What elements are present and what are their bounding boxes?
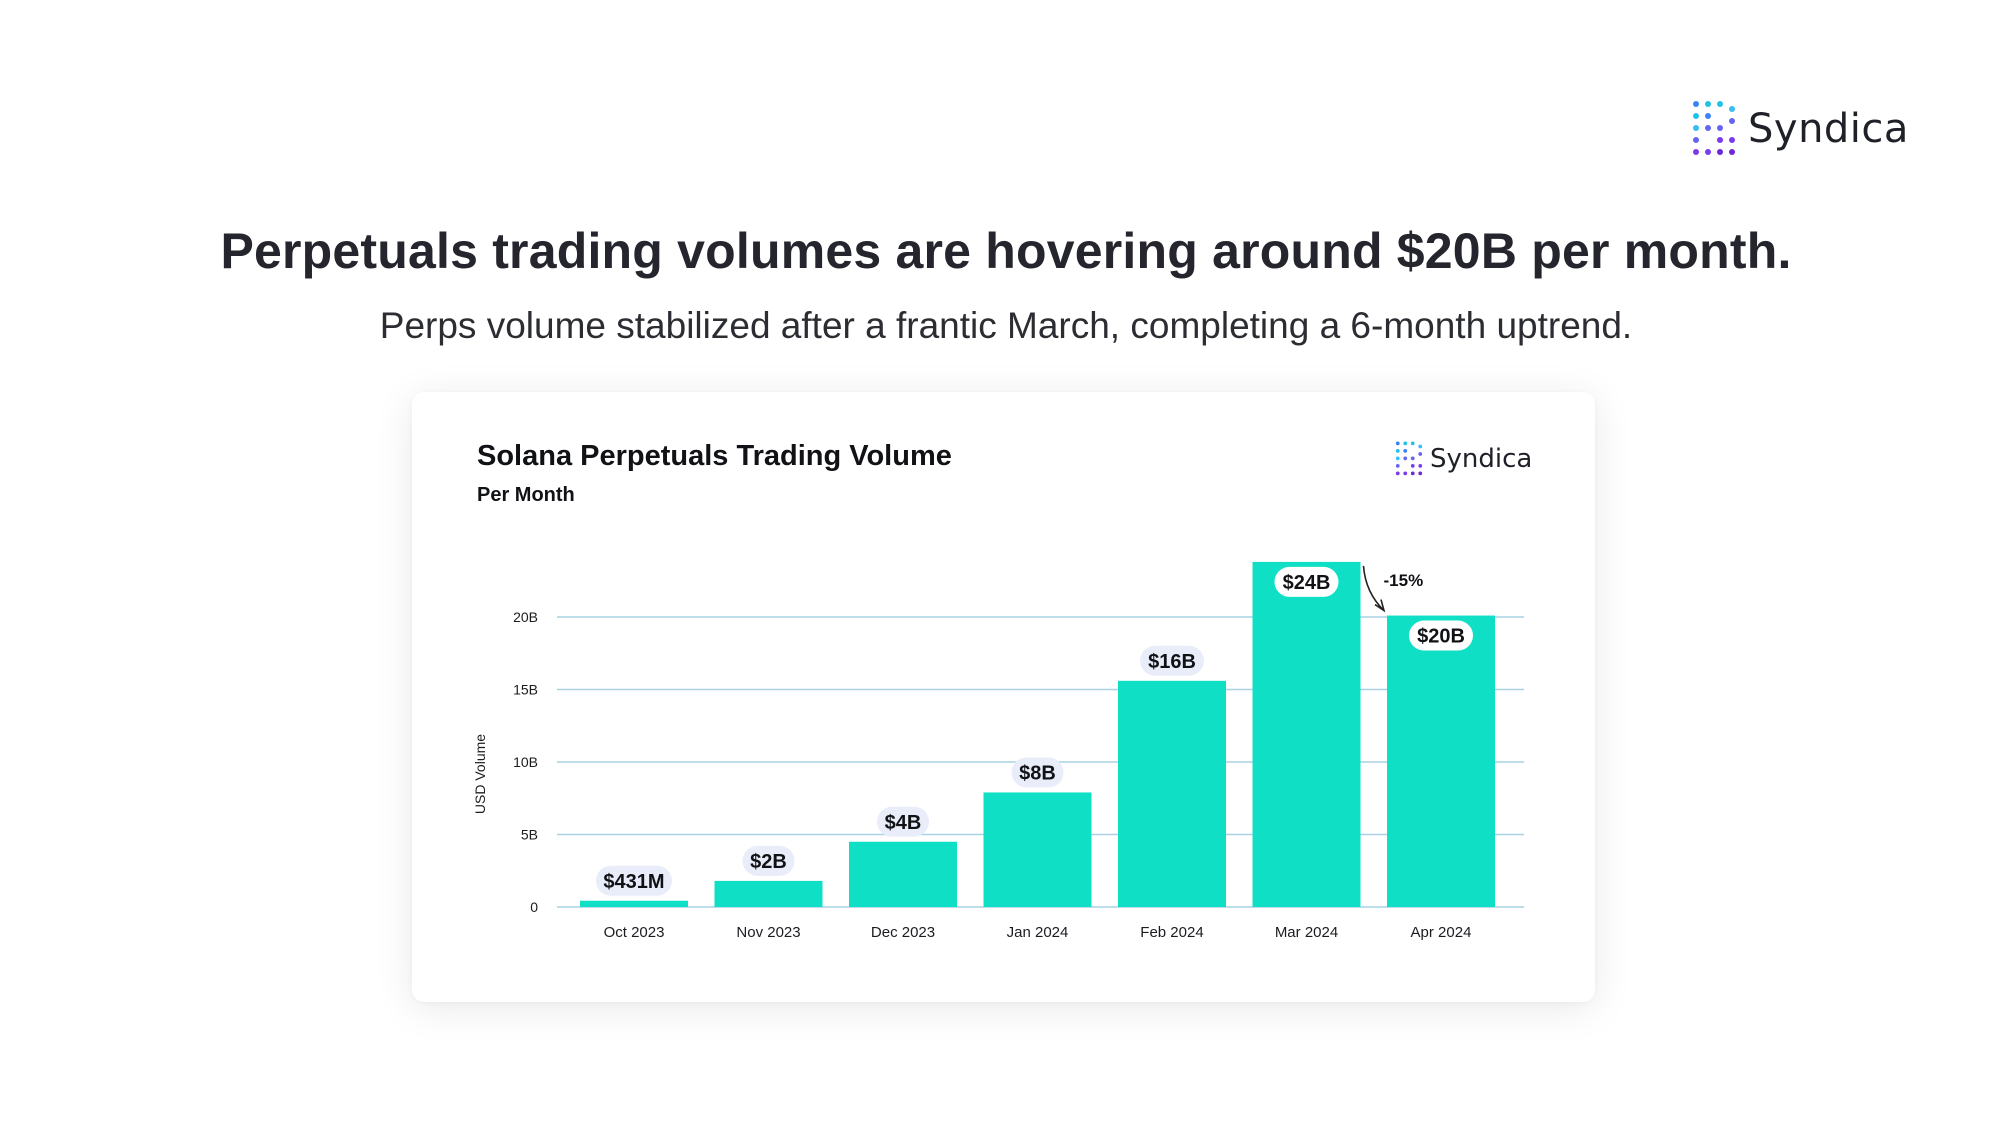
brand-name: Syndica <box>1748 106 1909 152</box>
chart-subtitle: Per Month <box>477 484 575 506</box>
value-label: $431M <box>603 871 664 893</box>
chart-card: Solana Perpetuals Trading Volume Per Mon… <box>412 392 1595 1002</box>
syndica-logo-icon <box>1395 441 1423 476</box>
card-brand-name: Syndica <box>1430 444 1533 474</box>
bar <box>1387 615 1495 907</box>
value-label: $2B <box>750 851 787 873</box>
value-label: $8B <box>1019 762 1056 784</box>
bar-chart: 0 5B 10B 15B 20B USD Volume Oct 2023 Nov 2023 De… <box>472 561 1524 941</box>
x-tick-label: Mar 2024 <box>1275 924 1338 941</box>
value-label-pill <box>1409 620 1473 651</box>
bar <box>1118 680 1226 907</box>
annotation-label: -15% <box>1384 571 1424 590</box>
bar <box>714 880 823 907</box>
y-axis-label: USD Volume <box>472 734 488 814</box>
subheadline: Perps volume stabilized after a frantic … <box>379 305 1633 346</box>
y-tick-label: 0 <box>530 899 538 915</box>
value-label: $20B <box>1417 626 1465 648</box>
value-label-pill <box>877 806 929 837</box>
y-tick-label: 5B <box>521 827 538 843</box>
value-label-pill <box>742 845 795 876</box>
bar <box>983 792 1092 907</box>
x-tick-label: Apr 2024 <box>1411 924 1472 941</box>
syndica-logo-icon <box>1693 101 1735 155</box>
y-tick-label: 20B <box>513 609 538 625</box>
y-tick-label: 10B <box>513 754 538 770</box>
value-label: $4B <box>885 812 922 834</box>
headline: Perpetuals trading volumes are hovering … <box>220 223 1792 279</box>
value-label-pill <box>596 865 672 896</box>
annotation-arrow <box>1362 565 1385 612</box>
value-label-pill <box>1140 645 1204 676</box>
value-label-pill <box>1011 757 1064 788</box>
bar <box>580 900 688 907</box>
brand-logo: Syndica <box>1690 100 1909 158</box>
bar <box>1252 561 1361 907</box>
value-label-pill <box>1274 566 1339 597</box>
x-tick-label: Jan 2024 <box>1007 924 1069 941</box>
value-label: $24B <box>1283 572 1331 594</box>
bar <box>849 841 957 907</box>
x-tick-label: Oct 2023 <box>604 924 665 941</box>
card-brand-logo: Syndica <box>1394 440 1532 478</box>
x-tick-label: Feb 2024 <box>1140 924 1203 941</box>
value-label: $16B <box>1148 651 1196 673</box>
y-tick-label: 15B <box>513 682 538 698</box>
annotation-arrowhead <box>1374 599 1386 613</box>
x-tick-label: Dec 2023 <box>871 924 935 941</box>
x-tick-label: Nov 2023 <box>736 924 800 941</box>
chart-title: Solana Perpetuals Trading Volume <box>477 440 952 472</box>
